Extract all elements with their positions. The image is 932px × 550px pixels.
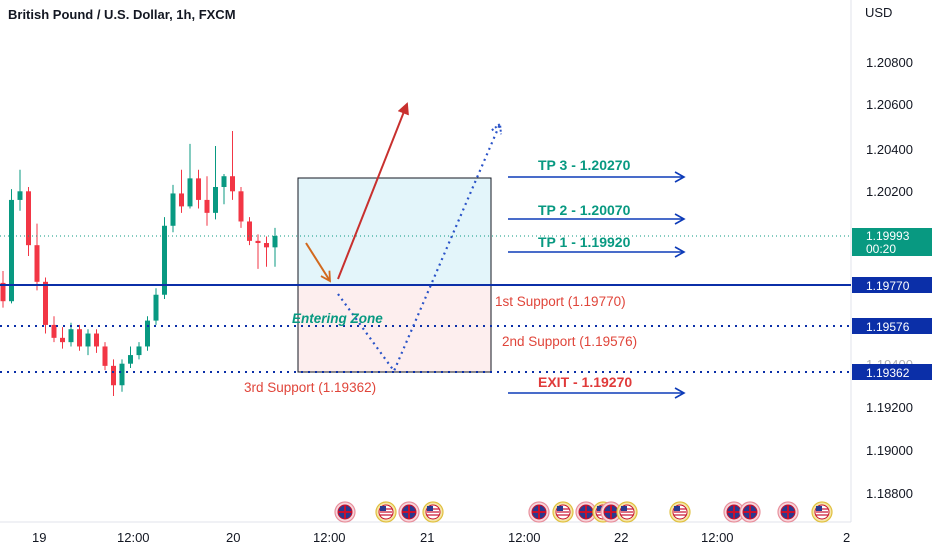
level-badge-1: [852, 277, 932, 293]
x-tick: 12:00: [701, 530, 734, 545]
candle-body: [119, 363, 125, 386]
candle-body: [128, 355, 133, 364]
uk-event-icon[interactable]: [398, 501, 420, 523]
tp1-label: TP 1 - 1.19920: [538, 234, 631, 250]
candle-body: [111, 365, 116, 386]
candle-body: [204, 199, 210, 213]
y-tick: 1.19000: [866, 443, 913, 458]
x-tick: 21: [420, 530, 434, 545]
candle-body: [136, 346, 142, 356]
candle-body: [272, 235, 278, 248]
uk-event-icon[interactable]: [777, 501, 799, 523]
us-event-icon[interactable]: [422, 501, 444, 523]
y-tick: 1.18800: [866, 486, 913, 501]
uk-event-icon[interactable]: [739, 501, 761, 523]
support-2-label: 2nd Support (1.19576): [502, 334, 637, 349]
candle-body: [170, 193, 176, 226]
candle-body: [221, 176, 227, 187]
us-event-icon[interactable]: [552, 501, 574, 523]
us-event-icon[interactable]: [811, 501, 833, 523]
candle-body: [43, 281, 48, 325]
candle-body: [68, 329, 74, 343]
y-tick: 1.19200: [866, 400, 913, 415]
uk-event-icon[interactable]: [600, 501, 622, 523]
candle-body: [187, 178, 193, 207]
candle-body: [102, 346, 108, 366]
candle-body: [34, 245, 40, 282]
us-event-icon[interactable]: [669, 501, 691, 523]
candle-body: [153, 294, 159, 321]
us-event-icon[interactable]: [616, 501, 638, 523]
candle-body: [17, 191, 23, 200]
candle-body: [26, 191, 31, 246]
x-tick: 19: [32, 530, 46, 545]
uk-event-icon[interactable]: [723, 501, 745, 523]
level-badge-3: [852, 364, 932, 380]
candles-group: [0, 130, 278, 397]
current-price-value: 1.19993: [866, 229, 910, 243]
support-3-label: 3rd Support (1.19362): [244, 380, 376, 395]
candle-body: [213, 186, 218, 213]
level-badge-2-text: 1.19576: [866, 320, 910, 334]
x-tick: 12:00: [508, 530, 541, 545]
tp2-label: TP 2 - 1.20070: [538, 202, 631, 218]
candle-body: [77, 329, 82, 347]
candle-body: [255, 240, 261, 244]
candle-body: [247, 221, 252, 241]
y-tick: 1.20600: [866, 97, 913, 112]
entering-zone-lower: [297, 284, 492, 373]
level-badge-3-text: 1.19362: [866, 366, 910, 380]
alternate-projection-path: [337, 122, 503, 374]
candle-body: [51, 324, 57, 338]
uk-event-icon[interactable]: [334, 501, 356, 523]
tp3-label: TP 3 - 1.20270: [538, 157, 631, 173]
current-price-badge: [852, 228, 932, 256]
us-event-icon[interactable]: [375, 501, 397, 523]
candle-body: [196, 178, 201, 200]
candle-body: [9, 199, 14, 302]
entry-arrow: [305, 242, 331, 283]
level-badge-1-text: 1.19770: [866, 279, 910, 293]
economic-events-group: [334, 501, 833, 523]
bullish-projection-arrow: [337, 102, 409, 280]
x-tick: 2: [843, 530, 850, 545]
x-tick: 12:00: [117, 530, 150, 545]
current-price-countdown: 00:20: [866, 242, 896, 256]
entering-zone-upper: [297, 177, 492, 286]
support-1-label: 1st Support (1.19770): [495, 294, 626, 309]
level-badge-2: [852, 318, 932, 334]
y-tick: 1.20200: [866, 184, 913, 199]
candle-body: [0, 282, 6, 302]
candle-body: [238, 191, 244, 222]
x-tick: 12:00: [313, 530, 346, 545]
candle-body: [179, 193, 184, 207]
y-tick: 1.20400: [866, 142, 913, 157]
candle-body: [85, 333, 91, 347]
x-tick: 22: [614, 530, 628, 545]
currency-label: USD: [865, 5, 892, 20]
candle-body: [264, 243, 269, 248]
candle-body: [230, 176, 235, 192]
uk-event-icon[interactable]: [528, 501, 550, 523]
candle-body: [94, 333, 99, 347]
entering-zone-label: Entering Zone: [292, 311, 383, 326]
candle-body: [162, 225, 167, 295]
x-tick: 20: [226, 530, 240, 545]
candle-body: [145, 320, 150, 347]
candle-body: [60, 337, 65, 343]
chart-title: British Pound / U.S. Dollar, 1h, FXCM: [8, 7, 236, 22]
y-tick: 1.20800: [866, 55, 913, 70]
exit-label: EXIT - 1.19270: [538, 374, 632, 390]
